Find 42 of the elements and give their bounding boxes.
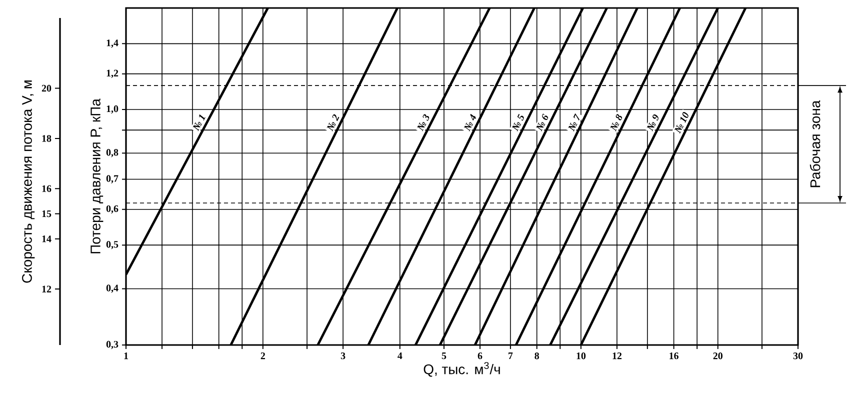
text: Рабочая зона xyxy=(810,100,820,188)
y2-axis-title: Скорость движения потока V, м xyxy=(22,80,35,283)
text: № 2 xyxy=(326,114,340,132)
text: № 3 xyxy=(417,114,430,132)
y-axis-title: Потери давления P, кПа xyxy=(90,98,104,254)
y-tick-label: 1,0 xyxy=(106,105,118,114)
y-tick-label: 0,7 xyxy=(106,175,118,184)
text: № 10 xyxy=(674,112,688,134)
x-tick-label: 7 xyxy=(508,352,513,360)
y2-tick-label: 20 xyxy=(42,84,52,92)
text: № 9 xyxy=(646,114,658,132)
x-tick-label: 20 xyxy=(713,352,722,360)
y-tick-label: 0,5 xyxy=(106,240,118,250)
y-tick-label: 0,3 xyxy=(106,340,118,350)
text: № 1 xyxy=(192,114,206,132)
y-tick-label: 0,6 xyxy=(106,205,118,214)
x-tick-label: 12 xyxy=(612,352,622,360)
text: № 8 xyxy=(610,114,622,132)
x-tick-label: 16 xyxy=(670,352,678,360)
y2-tick-label: 18 xyxy=(42,135,52,142)
x-tick-label: 2 xyxy=(260,352,266,360)
y2-tick-label: 12 xyxy=(42,286,52,292)
x-tick-label: 30 xyxy=(793,352,803,360)
x-tick-label: 3 xyxy=(340,352,346,360)
text: № 5 xyxy=(512,114,524,132)
y-tick-label: 0,8 xyxy=(106,149,118,158)
x-tick-label: 4 xyxy=(398,352,402,360)
text: № 4 xyxy=(464,114,476,132)
x-tick-label: 5 xyxy=(442,352,446,360)
text: № 7 xyxy=(568,113,580,132)
y-tick-label: 1,2 xyxy=(106,70,118,78)
x-tick-label: 8 xyxy=(534,352,540,360)
x-tick-label: 6 xyxy=(478,352,482,360)
y2-tick-label: 16 xyxy=(42,185,52,192)
y-tick-label: 0,4 xyxy=(106,284,118,293)
x-tick-label: 10 xyxy=(576,352,586,360)
y-tick-label: 1,4 xyxy=(106,40,118,48)
y2-tick-label: 15 xyxy=(42,210,52,218)
x-tick-label: 1 xyxy=(124,352,128,360)
x-axis-title: Q, тыс. м$^{3}$/ч xyxy=(424,362,500,377)
y2-tick-label: 14 xyxy=(42,236,52,242)
text: № 6 xyxy=(536,114,548,132)
